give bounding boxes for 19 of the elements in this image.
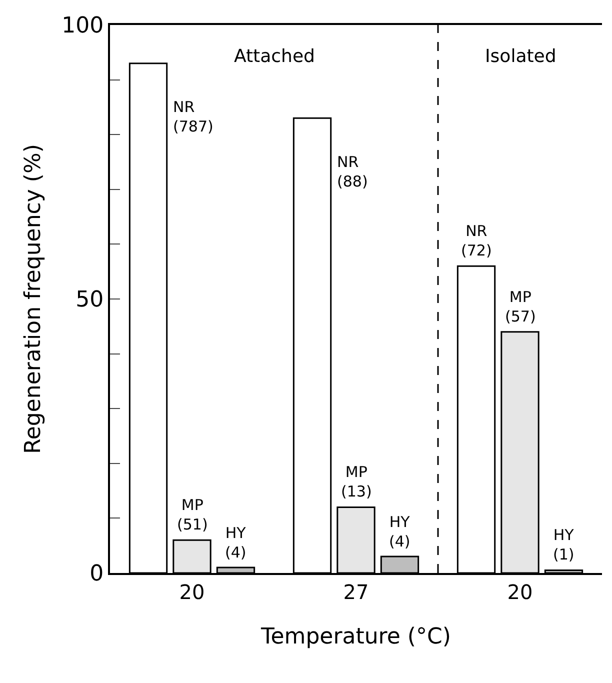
annotation: HY (4) bbox=[225, 524, 247, 562]
annotation: MP (57) bbox=[505, 288, 536, 326]
annotation: NR (787) bbox=[173, 98, 214, 136]
annotation: Attached bbox=[234, 46, 315, 67]
x-tick-label: 20 bbox=[179, 580, 205, 604]
y-tick-label: 100 bbox=[62, 14, 104, 39]
y-tick-label: 0 bbox=[90, 562, 104, 587]
annotation: NR (72) bbox=[461, 222, 492, 260]
annotation: HY (4) bbox=[389, 513, 411, 550]
x-tick-label: 27 bbox=[343, 580, 369, 604]
x-tick-label: 20 bbox=[507, 580, 533, 604]
x-axis-title: Temperature (°C) bbox=[260, 624, 451, 650]
annotation: MP (13) bbox=[341, 463, 372, 500]
annotation: Isolated bbox=[485, 46, 556, 67]
annotation: HY (1) bbox=[553, 526, 575, 564]
annotation: NR (88) bbox=[337, 153, 368, 190]
y-tick-label: 50 bbox=[76, 288, 104, 313]
y-axis-title: Regeneration frequency (%) bbox=[20, 144, 46, 454]
annotation: MP (51) bbox=[177, 496, 208, 534]
